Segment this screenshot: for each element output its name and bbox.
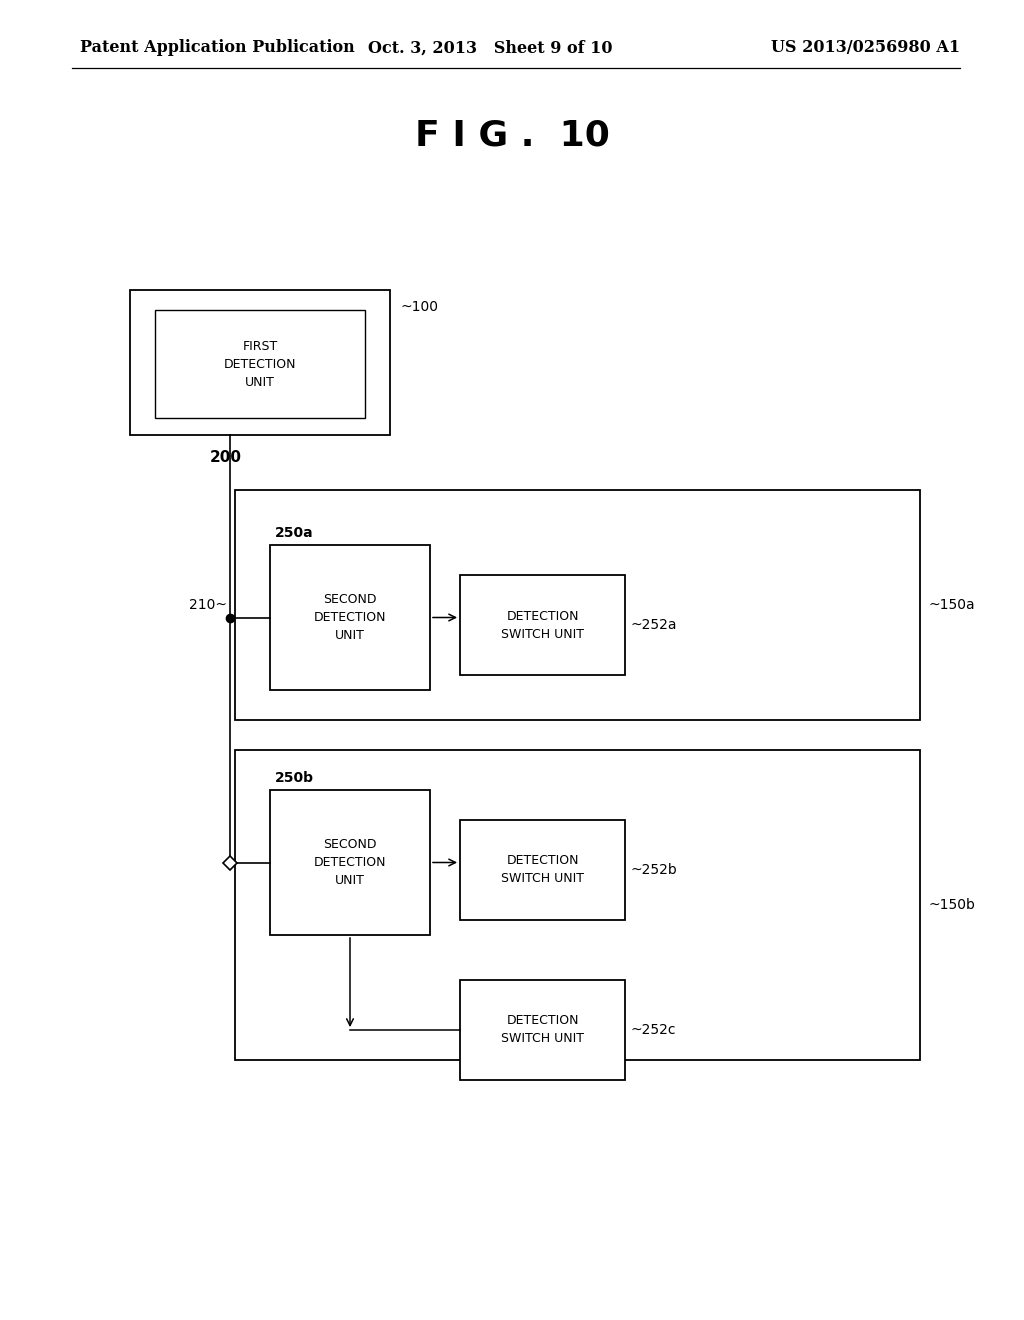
Bar (270, 789, 430, 935)
Text: ~150b: ~150b (928, 898, 975, 912)
Bar (460, 979, 625, 1080)
Bar (460, 576, 625, 675)
Text: US 2013/0256980 A1: US 2013/0256980 A1 (771, 40, 961, 57)
Text: 250b: 250b (275, 771, 314, 785)
Text: FIRST
DETECTION
UNIT: FIRST DETECTION UNIT (224, 339, 296, 388)
Text: ~150a: ~150a (928, 598, 975, 612)
Text: Patent Application Publication: Patent Application Publication (80, 40, 354, 57)
Bar (155, 310, 365, 418)
Bar (234, 750, 920, 1060)
Text: ~100: ~100 (400, 300, 438, 314)
Text: SECOND
DETECTION
UNIT: SECOND DETECTION UNIT (313, 593, 386, 642)
Text: F I G .  10: F I G . 10 (415, 117, 609, 152)
Text: DETECTION
SWITCH UNIT: DETECTION SWITCH UNIT (501, 854, 584, 886)
Text: ~252a: ~252a (630, 618, 677, 632)
Text: DETECTION
SWITCH UNIT: DETECTION SWITCH UNIT (501, 610, 584, 640)
Text: 250a: 250a (275, 525, 313, 540)
Bar (270, 545, 430, 690)
Text: Oct. 3, 2013   Sheet 9 of 10: Oct. 3, 2013 Sheet 9 of 10 (368, 40, 612, 57)
Text: ~252b: ~252b (630, 863, 677, 876)
Text: SECOND
DETECTION
UNIT: SECOND DETECTION UNIT (313, 838, 386, 887)
Text: 210~: 210~ (189, 598, 227, 612)
Bar (130, 290, 390, 436)
Text: ~252c: ~252c (630, 1023, 676, 1038)
Bar (460, 820, 625, 920)
Text: 200: 200 (210, 450, 242, 465)
Bar (234, 490, 920, 719)
Text: DETECTION
SWITCH UNIT: DETECTION SWITCH UNIT (501, 1015, 584, 1045)
